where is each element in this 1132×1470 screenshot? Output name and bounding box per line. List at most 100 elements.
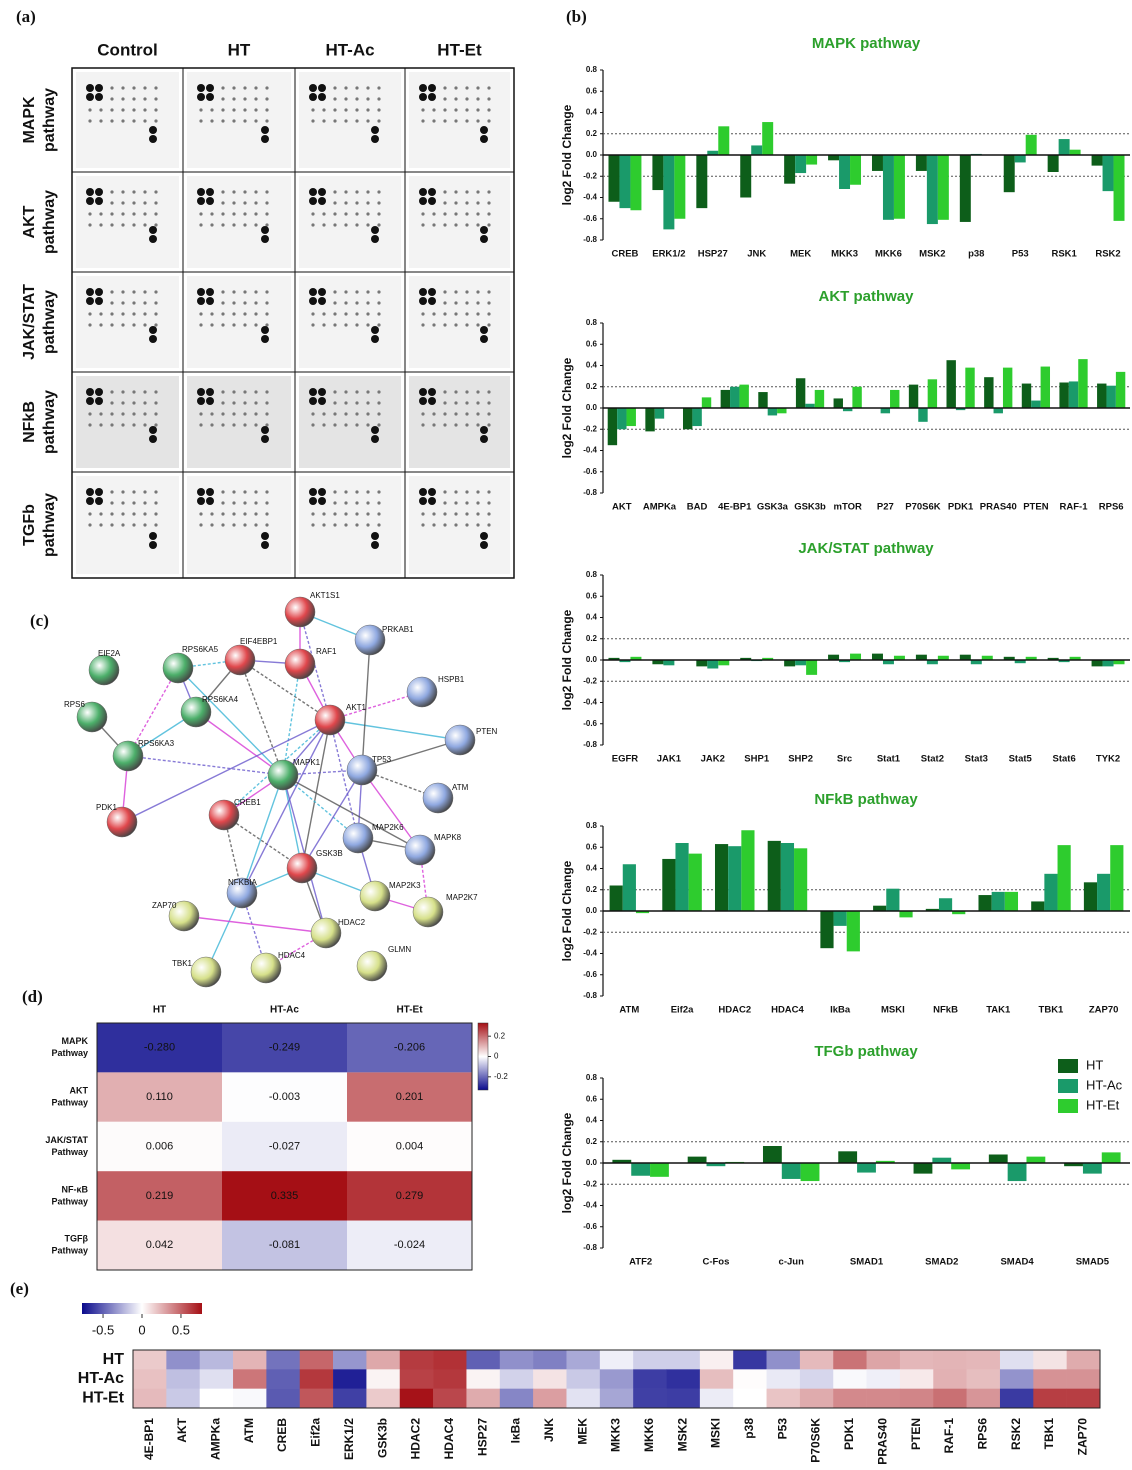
network-node: [355, 625, 385, 655]
blot-spot: [355, 423, 358, 426]
blot-spot: [132, 223, 135, 226]
heatmap-cell: [767, 1350, 801, 1370]
blot-spot: [344, 501, 347, 504]
blot-spot: [309, 388, 317, 396]
blot-spot: [86, 93, 94, 101]
network-node: [343, 823, 373, 853]
blot-spot: [243, 390, 246, 393]
blot-spot: [333, 190, 336, 193]
blot-spot: [154, 423, 157, 426]
blot-spot: [199, 312, 202, 315]
blot-spot: [149, 426, 157, 434]
blot-spot: [132, 512, 135, 515]
blot-spot: [366, 512, 369, 515]
heatmap-cell: [466, 1389, 500, 1409]
y-axis-label: log2 Fold Change: [560, 104, 574, 205]
blot-spot: [366, 501, 369, 504]
blot-spot: [265, 97, 268, 100]
blot-spot: [443, 501, 446, 504]
blot-spot: [243, 501, 246, 504]
blot-spot: [243, 86, 246, 89]
blot-spot: [371, 532, 379, 540]
bar: [1103, 155, 1114, 191]
blot-spot: [154, 201, 157, 204]
bar: [721, 390, 730, 408]
blot-spot: [243, 523, 246, 526]
blot-spot: [333, 312, 336, 315]
bar: [916, 155, 927, 171]
blot-spot: [318, 93, 326, 101]
column-label: PTEN: [909, 1418, 923, 1450]
y-tick-label: 0.8: [586, 821, 598, 830]
bar: [662, 859, 675, 911]
heatmap-cell: [733, 1350, 767, 1370]
blot-spot: [254, 512, 257, 515]
blot-spot: [95, 397, 103, 405]
blot-spot: [355, 401, 358, 404]
blot-spot: [428, 297, 436, 305]
bar: [730, 387, 739, 408]
blot-spot: [95, 488, 103, 496]
blot-spot: [254, 412, 257, 415]
blot-spot: [366, 523, 369, 526]
blot-spot: [355, 201, 358, 204]
blot-spot: [366, 108, 369, 111]
blot-spot: [88, 312, 91, 315]
blot-spot: [232, 401, 235, 404]
bar: [728, 846, 741, 911]
x-tick-label: HDAC4: [771, 1005, 804, 1016]
y-tick-label: 0.8: [586, 1073, 598, 1082]
blot-spot: [322, 312, 325, 315]
heatmap-cell: [967, 1369, 1001, 1389]
blot-spot: [261, 326, 269, 334]
y-tick-label: -0.4: [583, 949, 597, 958]
x-tick-label: GSK3a: [757, 502, 789, 513]
y-tick-label: 0.0: [586, 655, 598, 664]
panel-label: (b): [566, 7, 587, 26]
blot-spot: [197, 288, 205, 296]
blot-spot: [243, 190, 246, 193]
blot-spot: [419, 197, 427, 205]
network-node-label: RPS6KA3: [138, 739, 175, 748]
blot-spot: [454, 301, 457, 304]
blot-spot: [154, 312, 157, 315]
blot-spot: [210, 523, 213, 526]
blot-spot: [428, 197, 436, 205]
blot-spot: [149, 235, 157, 243]
blot-spot: [421, 312, 424, 315]
column-label: GSK3b: [375, 1418, 389, 1458]
blot-spot: [243, 412, 246, 415]
blot-spot: [243, 212, 246, 215]
blot-spot: [199, 108, 202, 111]
blot-spot: [221, 523, 224, 526]
blot-spot: [371, 126, 379, 134]
blot-spot: [377, 301, 380, 304]
network-node-label: MAP2K6: [372, 823, 404, 832]
blot-spot: [487, 490, 490, 493]
blot-spot: [110, 312, 113, 315]
bar: [951, 1163, 970, 1169]
blot-spot: [154, 512, 157, 515]
x-tick-label: HDAC2: [718, 1005, 751, 1016]
network-node-label: RPS6: [64, 700, 85, 709]
blot-spot: [432, 523, 435, 526]
blot-spot: [476, 312, 479, 315]
blot-spot: [206, 488, 214, 496]
x-tick-label: TYK2: [1096, 754, 1120, 765]
blot-spot: [143, 301, 146, 304]
blot-spot: [86, 388, 94, 396]
blot-spot: [344, 97, 347, 100]
blot-spot: [243, 312, 246, 315]
blot-spot: [95, 188, 103, 196]
blot-spot: [99, 223, 102, 226]
heatmap-cell: [933, 1369, 967, 1389]
bar: [839, 155, 850, 189]
bar: [1078, 359, 1087, 408]
blot-spot: [432, 412, 435, 415]
blot-spot: [232, 97, 235, 100]
row-label: MAPK: [62, 1036, 89, 1046]
blot-spot: [99, 523, 102, 526]
bar: [1026, 1157, 1045, 1163]
blot-image: [187, 276, 291, 368]
panel-label: (d): [22, 987, 43, 1006]
